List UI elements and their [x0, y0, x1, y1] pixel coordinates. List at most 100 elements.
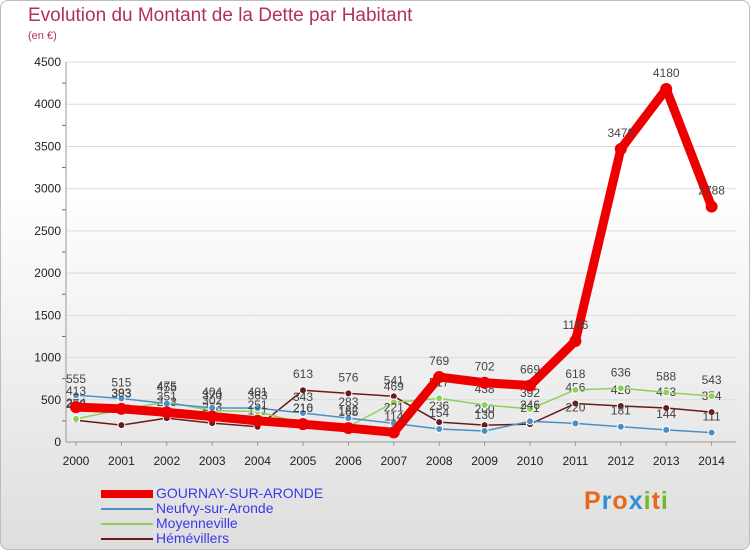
x-tick-label: 2014 [698, 454, 725, 468]
data-label: 769 [429, 354, 449, 368]
data-point [160, 406, 173, 419]
data-point [571, 399, 580, 408]
data-point [707, 428, 716, 437]
x-tick-label: 2012 [607, 454, 634, 468]
x-tick-label: 2010 [517, 454, 544, 468]
legend-label: GOURNAY-SUR-ARONDE [156, 485, 324, 501]
data-point [478, 376, 491, 389]
x-tick-label: 2006 [335, 454, 362, 468]
data-point [342, 422, 355, 435]
y-tick-label: 1000 [34, 351, 61, 365]
data-point [344, 414, 353, 423]
data-label: 246 [520, 398, 540, 412]
data-point [480, 401, 489, 410]
data-label: 541 [384, 373, 404, 387]
x-tick-label: 2004 [244, 454, 271, 468]
data-label: 636 [611, 365, 631, 379]
legend-item-hemevillers: Hémévillers [101, 531, 229, 546]
data-point [344, 389, 353, 398]
data-label: 181 [611, 404, 631, 418]
x-tick-label: 2009 [471, 454, 498, 468]
data-point [115, 402, 128, 415]
logo-letter: r [601, 487, 613, 515]
data-label: 343 [293, 390, 313, 404]
data-label: 1196 [562, 318, 588, 332]
data-label: 475 [157, 379, 177, 393]
data-label: 455 [157, 381, 177, 395]
data-label: 3470 [607, 126, 634, 140]
data-point [433, 371, 446, 384]
logo-letter: o [612, 487, 629, 515]
data-point [662, 403, 671, 412]
data-point [299, 386, 307, 395]
chart-title: Evolution du Montant de la Dette par Hab… [28, 5, 413, 26]
data-label: 283 [338, 395, 358, 409]
data-label: 210 [293, 401, 313, 415]
logo-letter: t [651, 487, 661, 515]
logo-letter: i [660, 487, 669, 515]
data-point [614, 142, 627, 155]
data-point [526, 417, 534, 426]
logo-letter: P [584, 487, 602, 515]
data-label: 555 [66, 372, 86, 386]
data-label: 220 [565, 400, 585, 414]
data-point [707, 408, 716, 417]
data-label: 114 [384, 409, 403, 423]
y-tick-label: 4500 [34, 55, 61, 69]
data-point [72, 391, 80, 400]
legend-label: Moyenneville [156, 515, 238, 531]
data-point [571, 385, 580, 394]
y-tick-label: 2500 [34, 224, 61, 238]
data-point [299, 409, 307, 418]
data-label: 576 [338, 370, 358, 384]
data-point [616, 422, 625, 431]
data-label: 2788 [698, 184, 725, 198]
legend-swatch [101, 537, 153, 540]
x-tick-label: 2003 [199, 454, 226, 468]
data-point [660, 83, 673, 96]
y-tick-label: 3500 [34, 139, 61, 153]
legend-label: Hémévillers [156, 530, 230, 546]
data-label: 618 [565, 367, 585, 381]
data-point [389, 398, 398, 407]
legend-item-moyenneville: Moyenneville [101, 516, 238, 531]
data-label: 543 [702, 373, 722, 387]
data-label: 111 [702, 410, 721, 424]
data-label: 154 [429, 406, 449, 420]
data-point [387, 426, 400, 439]
data-label: 515 [111, 376, 131, 390]
data-label: 588 [656, 369, 676, 383]
data-label: 4180 [653, 66, 680, 80]
data-label: 404 [202, 385, 222, 399]
x-tick-label: 2008 [426, 454, 453, 468]
legend-swatch [101, 489, 153, 498]
data-point [616, 402, 625, 411]
logo-letter: i [643, 487, 652, 515]
data-label: 413 [66, 384, 86, 398]
data-label: 251 [248, 398, 268, 412]
x-tick-label: 2005 [290, 454, 317, 468]
data-point [253, 404, 262, 413]
y-tick-label: 500 [41, 393, 61, 407]
data-label: 669 [520, 363, 540, 377]
data-point [705, 200, 718, 213]
data-label: 383 [111, 387, 131, 401]
data-label: 469 [384, 379, 404, 393]
data-point [251, 414, 264, 427]
data-point [524, 379, 536, 392]
data-point [571, 419, 580, 428]
x-tick-label: 2002 [153, 454, 180, 468]
data-label: 182 [338, 404, 358, 418]
data-point [435, 424, 444, 433]
legend-item-neufvy: Neufvy-sur-Aronde [101, 501, 274, 516]
data-point [70, 401, 82, 414]
logo-letter: x [628, 487, 644, 515]
data-point [297, 418, 309, 431]
data-label: 130 [475, 408, 495, 422]
data-label: 216 [293, 401, 313, 415]
data-label: 302 [202, 393, 222, 407]
data-point [616, 384, 625, 393]
data-point [117, 421, 126, 430]
proxiti-logo: Proxiti [584, 487, 669, 516]
data-point [662, 425, 671, 434]
